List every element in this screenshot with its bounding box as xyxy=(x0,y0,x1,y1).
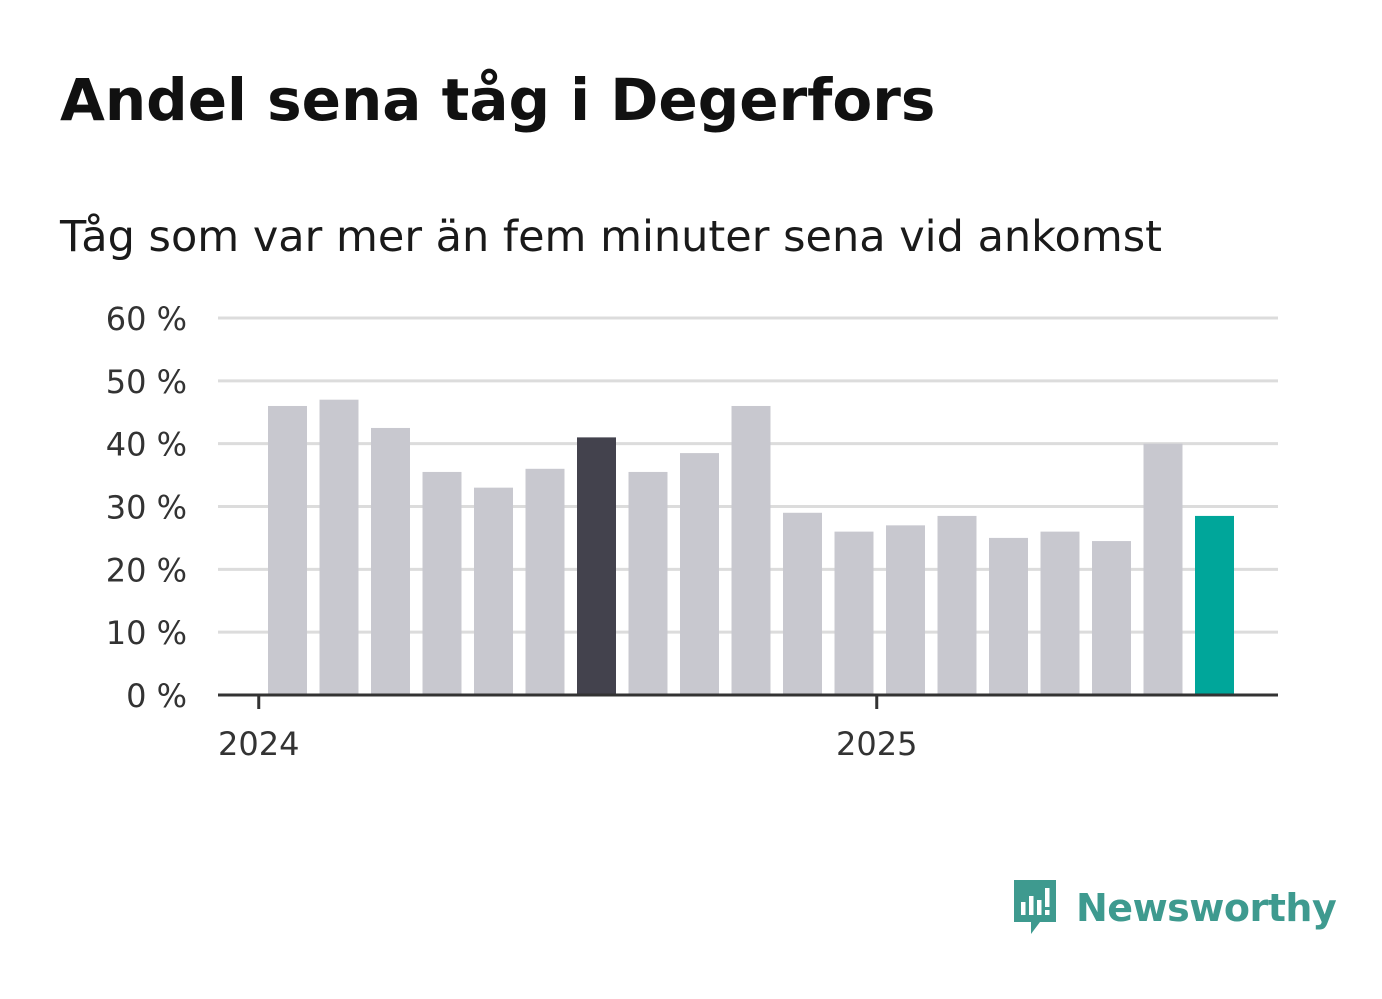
bar xyxy=(371,427,410,695)
y-tick-label: 60 % xyxy=(106,300,187,338)
bar xyxy=(937,515,977,695)
bars xyxy=(268,399,1234,695)
x-axis xyxy=(218,693,1278,709)
y-tick-label: 0 % xyxy=(126,677,187,715)
x-tick-label: 2025 xyxy=(836,725,917,763)
bar xyxy=(268,405,307,695)
newsworthy-logo-icon xyxy=(1014,880,1056,934)
bar xyxy=(319,399,359,695)
chart-title: Andel sena tåg i Degerfors xyxy=(60,66,936,134)
bar xyxy=(422,471,462,695)
bar xyxy=(731,405,771,695)
bar xyxy=(886,525,925,695)
x-tick-label: 2024 xyxy=(218,725,299,763)
bar xyxy=(1040,531,1080,695)
bar xyxy=(577,437,616,695)
bar xyxy=(989,537,1028,695)
bar xyxy=(474,487,513,695)
y-tick-label: 30 % xyxy=(106,489,187,527)
y-tick-label: 20 % xyxy=(106,551,187,589)
bar xyxy=(1143,443,1183,695)
y-tick-label: 50 % xyxy=(106,363,187,401)
bar-chart: 0 % 10 % 20 % 30 % 40 % 50 % 60 % 2024 2025 xyxy=(106,300,1278,763)
y-tick-label: 10 % xyxy=(106,614,187,652)
newsworthy-logo-text: Newsworthy xyxy=(1076,886,1337,930)
y-axis-tick-labels: 0 % 10 % 20 % 30 % 40 % 50 % 60 % xyxy=(106,300,187,715)
y-tick-label: 40 % xyxy=(106,426,187,464)
bar xyxy=(834,531,874,695)
bar xyxy=(783,512,822,695)
bar xyxy=(1195,515,1234,695)
bar xyxy=(1092,541,1131,695)
bar xyxy=(680,453,719,695)
newsworthy-logo[interactable]: Newsworthy xyxy=(1010,876,1337,940)
chart-subtitle: Tåg som var mer än fem minuter sena vid … xyxy=(60,212,1163,262)
bar xyxy=(525,468,565,695)
x-axis-tick-labels: 2024 2025 xyxy=(218,725,917,763)
bar xyxy=(628,471,668,695)
